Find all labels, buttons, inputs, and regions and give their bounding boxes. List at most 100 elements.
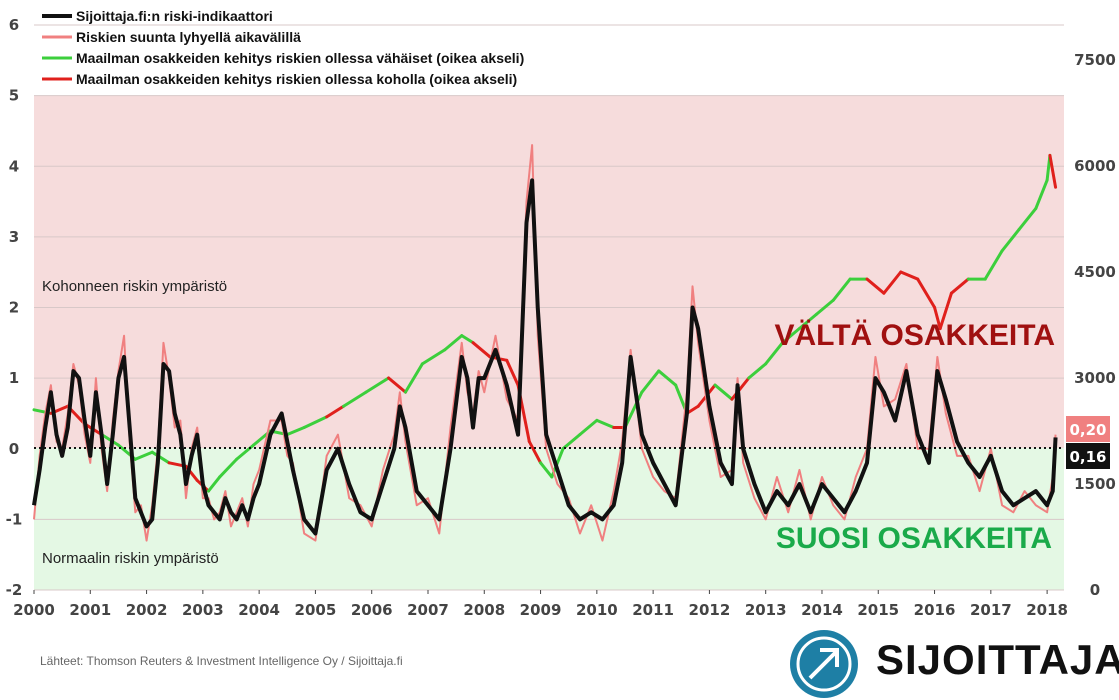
legend-label: Maailman osakkeiden kehitys riskien olle… [76,50,524,66]
right-axis-ticks: 7500 6000 4500 3000 1500 0 [1074,51,1116,599]
world-stocks-segment [302,415,329,429]
left-axis-tick-label: 1 [9,369,19,387]
end-value-short-term-badge [1066,416,1110,442]
left-axis-tick-label: 0 [9,440,19,458]
left-axis-tick-label: 6 [9,16,19,34]
x-axis-ticks: 2000 2001 2002 2003 2004 2005 2006 2007 2008 2009… [13,590,1068,619]
x-axis-tick-label: 2007 [407,601,449,619]
world-stocks-segment [1000,228,1021,253]
right-axis-tick-label: 1500 [1074,475,1116,493]
world-stocks-segment [342,390,368,408]
world-stocks-segment [403,362,424,394]
world-stocks-segment [781,327,801,345]
world-stocks-segment [657,369,678,387]
world-stocks-segment [150,450,171,465]
world-stocks-segment [387,376,407,394]
legend-label: Riskien suunta lyhyellä aikavälillä [76,29,301,45]
favor-stocks-label: SUOSI OSAKKEITA [776,522,1052,555]
world-stocks-segment [730,376,751,401]
right-axis-tick-label: 3000 [1074,369,1116,387]
x-axis-tick-label: 2000 [13,601,55,619]
x-axis-tick-label: 2001 [69,601,111,619]
left-axis-tick-label: 3 [9,228,19,246]
risk-indicator-line [32,178,1058,536]
left-axis-tick-label: -1 [6,510,23,528]
world-stocks-segment [100,433,120,447]
right-axis-tick-label: 4500 [1074,263,1116,281]
x-axis-tick-label: 2011 [632,601,674,619]
world-stocks-segment [1034,178,1049,210]
world-stocks-segment [882,270,903,295]
world-stocks-segment [865,277,886,295]
gridlines [34,24,1064,591]
world-stocks-segment [814,298,835,316]
series-group [32,144,1058,542]
right-axis-tick-label: 6000 [1074,157,1116,175]
world-stocks-segment [595,418,616,429]
world-stocks-segment [285,425,306,437]
world-stocks-segment [916,277,937,309]
logo-arrow-icon [790,630,858,698]
world-stocks-segment [325,404,346,419]
x-axis-tick-label: 2008 [463,601,505,619]
left-axis-tick-label: 5 [9,87,19,105]
x-axis-tick-label: 2013 [745,601,787,619]
x-axis-tick-label: 2012 [689,601,731,619]
left-axis-tick-label: -2 [6,581,23,599]
x-axis-tick-label: 2014 [801,601,843,619]
world-stocks-segment [471,341,492,359]
world-stocks-segment [539,461,554,479]
world-stocks-segment [623,390,644,429]
world-stocks-segment [1017,206,1038,232]
world-stocks-segment [797,312,818,331]
x-axis-tick-label: 2010 [576,601,618,619]
end-value-indicator: 0,16 [1069,448,1106,466]
world-stocks-segment [443,334,464,352]
world-stocks-segment [983,249,1004,281]
world-stocks-segment [527,440,543,465]
high-risk-zone [34,96,1064,448]
x-axis-tick-label: 2006 [351,601,393,619]
world-stocks-segment [206,475,222,493]
low-risk-zone-label: Normaalin riskin ympäristö [42,550,219,567]
x-axis-tick-label: 2009 [520,601,562,619]
world-stocks-segment [640,369,661,394]
right-axis-tick-label: 7500 [1074,51,1116,69]
world-stocks-segment [938,291,953,331]
world-stocks-segment [561,433,582,451]
world-stocks-segment [933,305,942,331]
source-note: Lähteet: Thomson Reuters & Investment In… [40,654,403,668]
legend-label: Sijoittaja.fi:n riski-indikaattori [76,8,273,24]
world-stocks-segment [899,270,920,281]
world-stocks-segment [1048,153,1058,189]
x-axis-tick-label: 2016 [914,601,956,619]
end-value-indicator-badge [1066,443,1110,469]
world-stocks-segment [364,376,391,394]
world-stocks-segment [133,450,154,461]
logo-wordmark: SIJOITTAJA.fi [876,636,1119,683]
legend: Sijoittaja.fi:n riski-indikaattori Riskie… [42,8,524,87]
x-axis-tick-label: 2018 [1026,601,1068,619]
world-stocks-segment [949,277,970,295]
x-axis-tick-label: 2003 [182,601,224,619]
left-axis-tick-label: 2 [9,299,19,317]
x-axis-tick-label: 2004 [238,601,280,619]
x-axis-tick-label: 2002 [126,601,168,619]
world-stocks-segment [505,358,520,387]
world-stocks-segment [460,334,475,345]
high-risk-zone-label: Kohonneen riskin ympäristö [42,278,227,295]
world-stocks-segment [218,457,239,479]
world-stocks-segment [831,277,852,302]
legend-label: Maailman osakkeiden kehitys riskien olle… [76,71,517,87]
x-axis-tick-label: 2015 [857,601,899,619]
world-stocks-segment [578,418,599,437]
world-stocks-segment [747,362,768,380]
world-stocks-segment [713,383,734,401]
world-stocks-segment [764,341,785,366]
left-axis-ticks: 6 5 4 3 2 1 0 -1 -2 [6,16,23,599]
x-axis-tick-label: 2017 [970,601,1012,619]
x-axis-tick-label: 2005 [295,601,337,619]
right-axis-tick-label: 0 [1090,581,1100,599]
